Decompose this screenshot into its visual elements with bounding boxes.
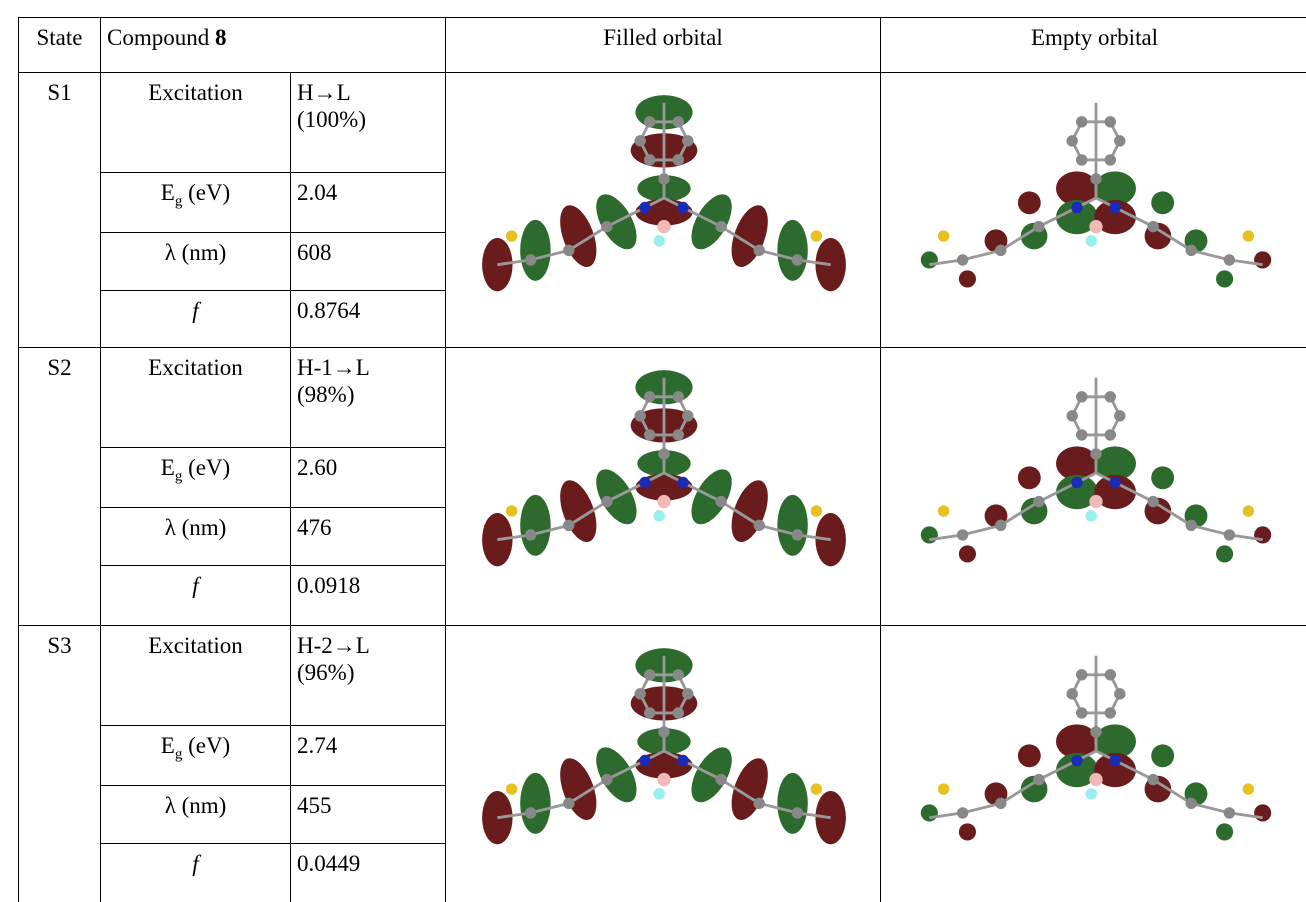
table: State Compound 8 Filled orbital Empty orbit… [0, 0, 1306, 902]
header-cell: State [18, 17, 100, 72]
eg: 2.74 [297, 733, 337, 758]
eg-unit: (eV) [182, 455, 230, 480]
value-cell: 0.0449 [290, 843, 445, 902]
header-state: State [37, 25, 83, 50]
value-cell: H-1→L(98%) [290, 347, 445, 447]
eg: 2.04 [297, 180, 337, 205]
f: 0.0918 [297, 573, 360, 598]
eg-unit: (eV) [182, 180, 230, 205]
header-cell: Compound 8 [100, 17, 445, 72]
header-compound: Compound [107, 25, 215, 50]
label-cell: Eg (eV) [100, 725, 290, 785]
f-label: f [192, 573, 198, 598]
f: 0.0449 [297, 851, 360, 876]
label-cell: Eg (eV) [100, 172, 290, 232]
lambda-label: λ (nm) [165, 793, 227, 818]
lambda: 608 [297, 240, 332, 265]
empty-orbital-cell [880, 72, 1306, 349]
excitation: H-1→L [297, 354, 445, 381]
excitation-label: Excitation [148, 80, 243, 105]
weight: (98%) [297, 381, 445, 408]
state-cell: S1 [18, 72, 100, 349]
header-filled: Filled orbital [603, 25, 722, 50]
orbital-image [896, 83, 1296, 313]
label-cell: λ (nm) [100, 232, 290, 290]
value-cell: H-2→L(96%) [290, 625, 445, 725]
value-cell: 2.74 [290, 725, 445, 785]
label-cell: Excitation [100, 72, 290, 172]
state: S2 [47, 355, 71, 380]
value-cell: 2.04 [290, 172, 445, 232]
compound-number: 8 [215, 25, 227, 50]
excitation-label: Excitation [148, 633, 243, 658]
lambda-label: λ (nm) [165, 515, 227, 540]
label-cell: λ (nm) [100, 785, 290, 843]
header-empty: Empty orbital [1031, 25, 1158, 50]
excitation: H-2→L [297, 632, 445, 659]
state-cell: S2 [18, 347, 100, 627]
filled-orbital-cell [445, 347, 880, 627]
label-cell: f [100, 290, 290, 349]
eg: 2.60 [297, 455, 337, 480]
lambda: 455 [297, 793, 332, 818]
eg-main: E [161, 180, 175, 205]
f-label: f [192, 298, 198, 323]
orbital-image [896, 358, 1296, 588]
weight: (96%) [297, 659, 445, 686]
value-cell: 476 [290, 507, 445, 565]
label-cell: f [100, 843, 290, 902]
orbital-image [464, 636, 864, 866]
orbital-image [464, 358, 864, 588]
excitation: H→L [297, 79, 445, 106]
lambda-label: λ (nm) [165, 240, 227, 265]
empty-orbital-cell [880, 625, 1306, 902]
weight: (100%) [297, 106, 445, 133]
value-cell: 608 [290, 232, 445, 290]
label-cell: Excitation [100, 347, 290, 447]
header-cell: Empty orbital [880, 17, 1306, 72]
eg-main: E [161, 733, 175, 758]
value-cell: 455 [290, 785, 445, 843]
empty-orbital-cell [880, 347, 1306, 627]
label-cell: Excitation [100, 625, 290, 725]
value-cell: H→L(100%) [290, 72, 445, 172]
value-cell: 0.0918 [290, 565, 445, 627]
eg-unit: (eV) [182, 733, 230, 758]
eg-main: E [161, 455, 175, 480]
orbital-image [464, 83, 864, 313]
state-cell: S3 [18, 625, 100, 902]
lambda: 476 [297, 515, 332, 540]
label-cell: λ (nm) [100, 507, 290, 565]
value-cell: 0.8764 [290, 290, 445, 349]
header-cell: Filled orbital [445, 17, 880, 72]
label-cell: f [100, 565, 290, 627]
filled-orbital-cell [445, 625, 880, 902]
f: 0.8764 [297, 298, 360, 323]
state: S3 [47, 633, 71, 658]
f-label: f [192, 851, 198, 876]
label-cell: Eg (eV) [100, 447, 290, 507]
value-cell: 2.60 [290, 447, 445, 507]
filled-orbital-cell [445, 72, 880, 349]
state: S1 [47, 80, 71, 105]
orbital-image [896, 636, 1296, 866]
excitation-label: Excitation [148, 355, 243, 380]
